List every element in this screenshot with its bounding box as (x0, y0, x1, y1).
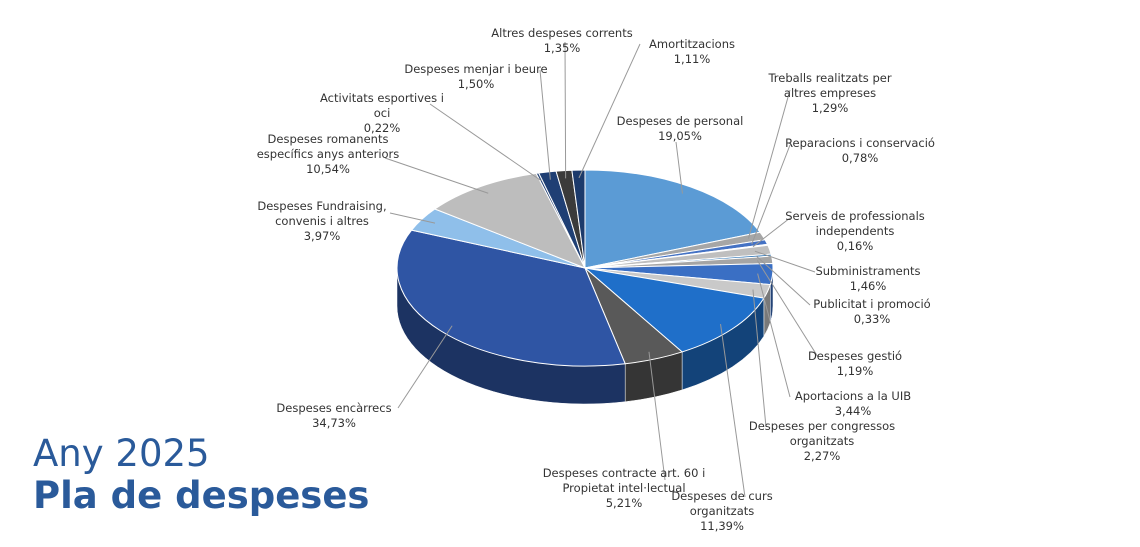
label-value: 1,35% (543, 41, 581, 55)
slice-label: Despeses Fundraising, convenis i altres 3… (247, 199, 397, 244)
slice-label: Despeses romanents específics anys anter… (243, 132, 413, 177)
leader-line (648, 351, 666, 481)
pie-slice (571, 169, 586, 269)
label-value: 11,39% (700, 519, 744, 533)
pie-slice (433, 172, 587, 269)
label-value: 0,78% (841, 151, 879, 165)
leader-line (389, 212, 436, 224)
label-name: Despeses per congressos organitzats (748, 419, 896, 448)
label-value: 1,29% (811, 101, 849, 115)
label-value: 2,27% (803, 449, 841, 463)
label-value: 10,54% (306, 162, 350, 176)
label-name: Despeses contracte art. 60 i Propietat i… (542, 466, 706, 495)
leader-line (751, 144, 791, 245)
pie-slice (396, 229, 626, 367)
slice-label: Publicitat i promoció 0,33% (807, 297, 937, 327)
label-name: Despeses menjar i beure (404, 62, 548, 76)
leader-line (720, 323, 746, 498)
label-value: 3,44% (834, 404, 872, 418)
leader-line (756, 260, 819, 358)
label-value: 1,19% (836, 364, 874, 378)
leader-line (754, 250, 816, 273)
slice-label: Despeses de curs organitzats 11,39% (667, 489, 777, 534)
leader-line (675, 141, 683, 194)
pie-slice (583, 267, 765, 353)
slice-label: Subministraments 1,46% (813, 264, 923, 294)
label-value: 0,33% (853, 312, 891, 326)
label-name: Altres despeses corrents (491, 26, 633, 40)
label-value: 1,50% (457, 77, 495, 91)
leader-line (752, 217, 791, 248)
leader-line (757, 273, 791, 398)
label-name: Subministraments (815, 264, 921, 278)
pie-slice (584, 169, 761, 269)
leader-line (747, 89, 791, 239)
slice-label: Despeses contracte art. 60 i Propietat i… (539, 466, 709, 511)
leader-line (397, 325, 453, 409)
slice-label: Amortitzacions 1,11% (637, 37, 747, 67)
label-value: 3,97% (303, 229, 341, 243)
label-value: 5,21% (605, 496, 643, 510)
leader-line (539, 69, 551, 180)
leader-line (756, 255, 811, 306)
slice-label: Despeses de personal 19,05% (605, 114, 755, 144)
subtitle: Any 2025 (33, 432, 210, 475)
label-name: Activitats esportives i oci (320, 91, 444, 120)
label-value: 34,73% (312, 416, 356, 430)
label-value: 0,22% (363, 121, 401, 135)
slice-label: Activitats esportives i oci 0,22% (312, 91, 452, 136)
label-name: Despeses gestió (807, 349, 903, 363)
label-name: Despeses encàrrecs (276, 401, 392, 415)
label-name: Amortitzacions (649, 37, 735, 51)
leader-line (384, 157, 489, 194)
label-name: Treballs realitzats per altres empreses (768, 71, 892, 100)
slice-label: Serveis de professionals independents 0,1… (780, 209, 930, 254)
slice-label: Aportacions a la UIB 3,44% (793, 389, 913, 419)
slice-label: Reparacions i conservació 0,78% (785, 136, 935, 166)
leader-line (429, 103, 542, 182)
slice-label: Despeses menjar i beure 1,50% (401, 62, 551, 92)
slice-label: Despeses encàrrecs 34,73% (269, 401, 399, 431)
label-name: Despeses Fundraising, convenis i altres (257, 199, 387, 228)
slice-label: Despeses per congressos organitzats 2,27% (747, 419, 897, 464)
label-name: Aportacions a la UIB (794, 389, 912, 403)
label-name: Publicitat i promoció (813, 297, 931, 311)
title: Pla de despeses (33, 474, 370, 517)
slice-label: Treballs realitzats per altres empreses 1… (760, 71, 900, 116)
label-value: 19,05% (658, 129, 702, 143)
label-name: Despeses de personal (616, 114, 744, 128)
slice-label: Despeses gestió 1,19% (805, 349, 905, 379)
label-value: 1,46% (849, 279, 887, 293)
leader-line (564, 41, 567, 179)
slice-label: Altres despeses corrents 1,35% (482, 26, 642, 56)
label-name: Serveis de professionals independents (785, 209, 925, 238)
label-value: 0,16% (836, 239, 874, 253)
label-value: 1,11% (673, 52, 711, 66)
label-name: Despeses de curs organitzats (671, 489, 773, 518)
label-name: Despeses romanents específics anys anter… (256, 132, 400, 161)
label-name: Reparacions i conservació (785, 136, 935, 150)
leader-line (752, 289, 767, 428)
leader-line (578, 43, 641, 179)
